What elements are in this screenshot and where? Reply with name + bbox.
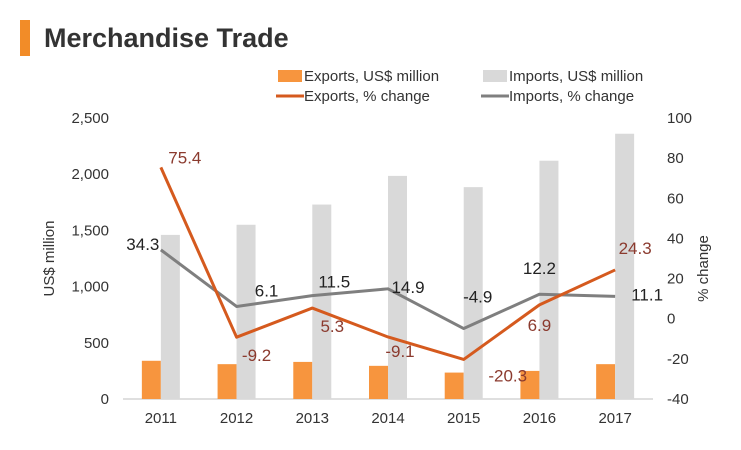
y-right-tick-label: 0 [667, 311, 675, 328]
imports-bar [388, 175, 407, 399]
exports-change-label: 75.4 [168, 148, 201, 167]
exports-bar [444, 372, 464, 399]
imports-bar [615, 133, 635, 399]
legend-imports-line-label: Imports, % change [509, 88, 634, 105]
imports-change-label: -4.9 [463, 288, 492, 307]
imports-change-label: 11.1 [631, 285, 663, 304]
imports-bar [236, 224, 256, 399]
y-left-tick-label: 2,000 [71, 166, 109, 183]
y-right-tick-label: 60 [667, 190, 684, 207]
exports-change-label: 6.9 [528, 316, 552, 335]
y-right-axis-title: % change [695, 235, 712, 302]
y-left-tick-label: 1,000 [71, 279, 109, 296]
exports-change-label: -9.1 [385, 342, 414, 361]
imports-change-label: 11.5 [318, 273, 350, 292]
imports-bar [160, 234, 180, 399]
title-block: Merchandise Trade [20, 20, 289, 56]
y-right-tick-label: 100 [667, 110, 692, 127]
exports-change-label: 24.3 [619, 239, 652, 258]
exports-change-label: -9.2 [242, 346, 271, 365]
legend-exports-bar-swatch [278, 70, 302, 82]
y-right-tick-label: -40 [667, 391, 689, 408]
imports-bar [539, 160, 559, 399]
lines [159, 166, 616, 361]
exports-bar [369, 365, 388, 399]
y-left-tick-label: 0 [101, 391, 109, 408]
title-accent-bar [20, 20, 30, 56]
legend: Exports, US$ million Imports, US$ million… [276, 68, 643, 105]
exports-bar [596, 364, 616, 399]
axes: 0 500 1,000 1,500 2,000 2,500 -40 -20 0 20 40 60 80 1… [41, 110, 712, 427]
y-left-tick-label: 2,500 [71, 110, 109, 127]
imports-change-label: 6.1 [255, 281, 279, 300]
legend-imports-bar-swatch [483, 70, 507, 82]
exports-change-label: -20.3 [488, 366, 527, 385]
y-right-tick-label: 80 [667, 150, 684, 167]
y-left-tick-label: 500 [84, 335, 109, 352]
chart-title: Merchandise Trade [44, 22, 289, 53]
x-tick-label: 2011 [145, 410, 177, 427]
y-right-tick-label: 20 [667, 271, 684, 288]
imports-bar [312, 204, 332, 399]
exports-bar [520, 370, 540, 399]
x-tick-label: 2016 [523, 410, 556, 427]
exports-change-line [159, 166, 616, 361]
imports-change-line [159, 248, 616, 331]
x-tick-label: 2012 [220, 410, 253, 427]
imports-change-label: 34.3 [126, 235, 159, 254]
imports-bar [463, 187, 483, 399]
exports-bar [217, 364, 237, 399]
y-right-tick-label: 40 [667, 230, 684, 247]
imports-change-label: 12.2 [523, 259, 556, 278]
exports-bar [293, 361, 313, 399]
x-tick-label: 2013 [296, 410, 329, 427]
y-left-axis-title: US$ million [41, 221, 58, 297]
y-left-tick-label: 1,500 [71, 222, 109, 239]
data-labels: 75.4 -9.2 5.3 -9.1 -20.3 6.9 24.3 34.3 6.1 11.5 14… [126, 148, 663, 385]
bars [141, 133, 635, 399]
x-tick-label: 2015 [447, 410, 480, 427]
legend-imports-bar-label: Imports, US$ million [509, 68, 643, 85]
exports-change-label: 5.3 [320, 317, 344, 336]
exports-bar [141, 360, 161, 399]
x-tick-label: 2014 [371, 410, 404, 427]
x-tick-label: 2017 [598, 410, 631, 427]
legend-exports-line-label: Exports, % change [304, 88, 430, 105]
y-right-tick-label: -20 [667, 351, 689, 368]
legend-exports-bar-label: Exports, US$ million [304, 68, 439, 85]
imports-change-label: 14.9 [391, 278, 424, 297]
